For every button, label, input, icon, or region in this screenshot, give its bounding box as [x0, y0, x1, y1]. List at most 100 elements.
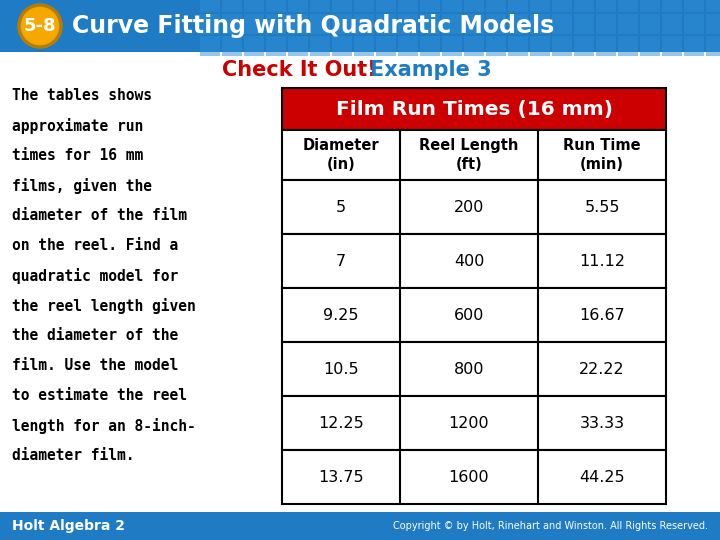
- Bar: [508, 0, 528, 12]
- Bar: [376, 14, 396, 34]
- Bar: [222, 14, 242, 34]
- Text: film. Use the model: film. Use the model: [12, 358, 179, 373]
- Text: the diameter of the: the diameter of the: [12, 328, 179, 343]
- Bar: [222, 36, 242, 56]
- Bar: [200, 14, 220, 34]
- Text: Example 3: Example 3: [370, 60, 492, 80]
- Bar: [464, 36, 484, 56]
- Bar: [508, 14, 528, 34]
- Text: Reel Length
(ft): Reel Length (ft): [419, 138, 518, 172]
- Bar: [354, 36, 374, 56]
- Bar: [282, 396, 666, 450]
- Bar: [244, 14, 264, 34]
- Text: 33.33: 33.33: [580, 415, 624, 430]
- Bar: [266, 36, 286, 56]
- Bar: [530, 36, 550, 56]
- Bar: [662, 14, 682, 34]
- Bar: [282, 288, 666, 342]
- Bar: [574, 0, 594, 12]
- Text: 1200: 1200: [449, 415, 490, 430]
- Text: 44.25: 44.25: [579, 469, 625, 484]
- Bar: [354, 0, 374, 12]
- Text: 200: 200: [454, 199, 484, 214]
- Bar: [618, 14, 638, 34]
- Text: 1600: 1600: [449, 469, 490, 484]
- Bar: [288, 36, 308, 56]
- Bar: [332, 36, 352, 56]
- Text: 13.75: 13.75: [318, 469, 364, 484]
- Text: diameter of the film: diameter of the film: [12, 208, 187, 223]
- Bar: [640, 36, 660, 56]
- Text: approximate run: approximate run: [12, 118, 143, 134]
- Bar: [530, 14, 550, 34]
- Bar: [640, 14, 660, 34]
- Text: The tables shows: The tables shows: [12, 88, 152, 103]
- Bar: [398, 14, 418, 34]
- Bar: [266, 0, 286, 12]
- Text: diameter film.: diameter film.: [12, 448, 135, 463]
- Bar: [706, 14, 720, 34]
- Text: 16.67: 16.67: [579, 307, 625, 322]
- Bar: [266, 14, 286, 34]
- Text: the reel length given: the reel length given: [12, 298, 196, 314]
- Bar: [596, 36, 616, 56]
- Text: quadratic model for: quadratic model for: [12, 268, 179, 284]
- Bar: [282, 342, 666, 396]
- Bar: [282, 88, 666, 130]
- Bar: [552, 0, 572, 12]
- Bar: [574, 14, 594, 34]
- Text: Copyright © by Holt, Rinehart and Winston. All Rights Reserved.: Copyright © by Holt, Rinehart and Winsto…: [393, 521, 708, 531]
- Text: to estimate the reel: to estimate the reel: [12, 388, 187, 403]
- Bar: [376, 36, 396, 56]
- Bar: [442, 36, 462, 56]
- Bar: [332, 0, 352, 12]
- Text: Holt Algebra 2: Holt Algebra 2: [12, 519, 125, 533]
- Bar: [684, 14, 704, 34]
- Text: 800: 800: [454, 361, 485, 376]
- Bar: [244, 0, 264, 12]
- Text: 11.12: 11.12: [579, 253, 625, 268]
- Text: Diameter
(in): Diameter (in): [302, 138, 379, 172]
- Text: films, given the: films, given the: [12, 178, 152, 194]
- Bar: [662, 36, 682, 56]
- Bar: [684, 0, 704, 12]
- Bar: [282, 450, 666, 504]
- Text: length for an 8-inch-: length for an 8-inch-: [12, 418, 196, 434]
- Text: 7: 7: [336, 253, 346, 268]
- Bar: [618, 0, 638, 12]
- Text: 10.5: 10.5: [323, 361, 359, 376]
- Bar: [464, 14, 484, 34]
- Text: Run Time
(min): Run Time (min): [563, 138, 641, 172]
- Text: 5-8: 5-8: [24, 17, 56, 35]
- Bar: [486, 36, 506, 56]
- Bar: [420, 14, 440, 34]
- Text: 9.25: 9.25: [323, 307, 359, 322]
- Text: 600: 600: [454, 307, 484, 322]
- Bar: [288, 14, 308, 34]
- Bar: [574, 36, 594, 56]
- Bar: [310, 36, 330, 56]
- Bar: [596, 0, 616, 12]
- Bar: [442, 14, 462, 34]
- Bar: [282, 234, 666, 288]
- Text: 12.25: 12.25: [318, 415, 364, 430]
- Bar: [442, 0, 462, 12]
- Bar: [552, 36, 572, 56]
- Circle shape: [19, 5, 61, 47]
- Bar: [244, 36, 264, 56]
- Bar: [420, 36, 440, 56]
- Text: Curve Fitting with Quadratic Models: Curve Fitting with Quadratic Models: [72, 14, 554, 38]
- Text: 5: 5: [336, 199, 346, 214]
- Bar: [684, 36, 704, 56]
- Bar: [464, 0, 484, 12]
- Bar: [310, 14, 330, 34]
- Text: on the reel. Find a: on the reel. Find a: [12, 238, 179, 253]
- Text: 5.55: 5.55: [584, 199, 620, 214]
- Text: times for 16 mm: times for 16 mm: [12, 148, 143, 163]
- Bar: [486, 0, 506, 12]
- Bar: [552, 14, 572, 34]
- Bar: [0, 512, 720, 540]
- Bar: [332, 14, 352, 34]
- Bar: [310, 0, 330, 12]
- Bar: [420, 0, 440, 12]
